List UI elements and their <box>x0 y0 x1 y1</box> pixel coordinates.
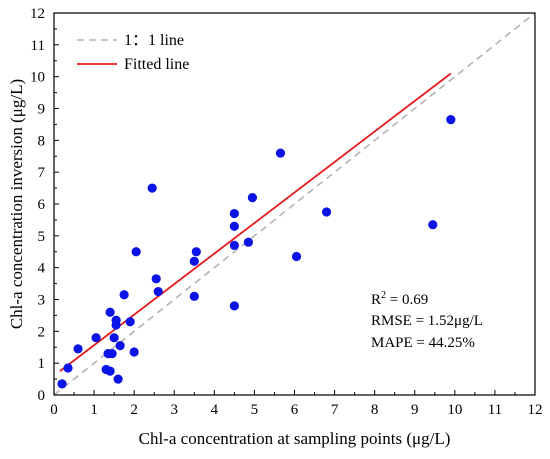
rmse-annotation: RMSE = 1.52μg/L <box>371 313 483 329</box>
y-tick-label: 4 <box>38 261 46 277</box>
stats-annotation: R2 = 0.69 RMSE = 1.52μg/L MAPE = 44.25% <box>371 290 483 351</box>
data-point <box>291 251 302 262</box>
data-point <box>115 341 125 351</box>
data-point <box>119 290 129 300</box>
data-point <box>151 274 161 284</box>
y-tick-label: 9 <box>38 102 46 118</box>
x-tick-label: 1 <box>90 402 98 418</box>
data-point <box>229 240 239 250</box>
legend-label-fitted-line: Fitted line <box>124 56 189 73</box>
fitted-line <box>59 72 452 372</box>
data-point <box>113 374 123 384</box>
data-point <box>243 237 254 247</box>
y-tick-label: 1 <box>38 356 46 372</box>
y-tick-label: 5 <box>38 229 46 245</box>
data-point <box>111 315 121 325</box>
x-tick-label: 11 <box>488 402 502 418</box>
data-point <box>129 347 139 357</box>
reference-1to1-line <box>53 12 536 396</box>
x-tick-label: 10 <box>447 402 462 418</box>
data-point <box>57 379 67 389</box>
data-point <box>229 301 239 311</box>
x-tick-label: 2 <box>130 402 138 418</box>
r-squared-value: = 0.69 <box>386 292 428 308</box>
y-tick-label: 8 <box>38 133 46 149</box>
r-squared-superscript: 2 <box>381 290 386 301</box>
data-point <box>446 115 456 125</box>
y-tick-label: 3 <box>38 293 46 309</box>
r-squared-symbol: R <box>371 292 381 308</box>
data-point <box>63 363 73 373</box>
y-tick-label: 6 <box>38 197 46 213</box>
x-tick-label: 5 <box>251 402 259 418</box>
data-point <box>131 247 141 257</box>
x-tick-label: 0 <box>50 402 58 418</box>
data-point <box>275 148 286 158</box>
data-point <box>147 183 157 193</box>
x-tick-label: 8 <box>371 402 379 418</box>
y-tick-label: 7 <box>38 165 46 181</box>
y-tick-label: 11 <box>31 38 45 54</box>
data-point <box>125 317 135 327</box>
r-squared-annotation: R2 = 0.69 <box>371 290 428 308</box>
lines-layer <box>53 12 536 396</box>
data-point <box>73 344 83 354</box>
y-tick-label: 2 <box>38 324 46 340</box>
x-tick-label: 4 <box>211 402 219 418</box>
y-tick-label: 0 <box>38 388 46 404</box>
data-point <box>107 349 117 359</box>
legend-label-reference-line: 1：1 line <box>124 32 184 49</box>
data-point <box>191 247 201 257</box>
y-tick-label: 12 <box>30 6 45 22</box>
data-point <box>91 333 101 343</box>
x-tick-label: 7 <box>331 402 339 418</box>
data-point <box>321 207 332 217</box>
mape-annotation: MAPE = 44.25% <box>371 335 475 351</box>
data-point <box>229 208 239 219</box>
data-point <box>428 220 438 230</box>
data-point <box>105 366 115 376</box>
data-point <box>229 221 239 231</box>
legend: 1：1 line Fitted line <box>77 32 189 73</box>
data-point <box>109 333 119 343</box>
x-tick-label: 9 <box>411 402 419 418</box>
data-point <box>105 307 115 317</box>
y-axis-title: Chl-a concentration inversion (μg/L) <box>7 79 26 329</box>
y-tick-label: 10 <box>30 70 45 86</box>
x-tick-label: 6 <box>291 402 299 418</box>
x-axis-title: Chl-a concentration at sampling points (… <box>139 429 451 448</box>
x-tick-label: 3 <box>171 402 179 418</box>
data-point <box>189 291 199 301</box>
data-point <box>247 193 258 203</box>
x-tick-label: 12 <box>528 402 543 418</box>
points-layer <box>57 115 456 389</box>
data-point <box>153 286 163 297</box>
data-point <box>189 256 199 266</box>
